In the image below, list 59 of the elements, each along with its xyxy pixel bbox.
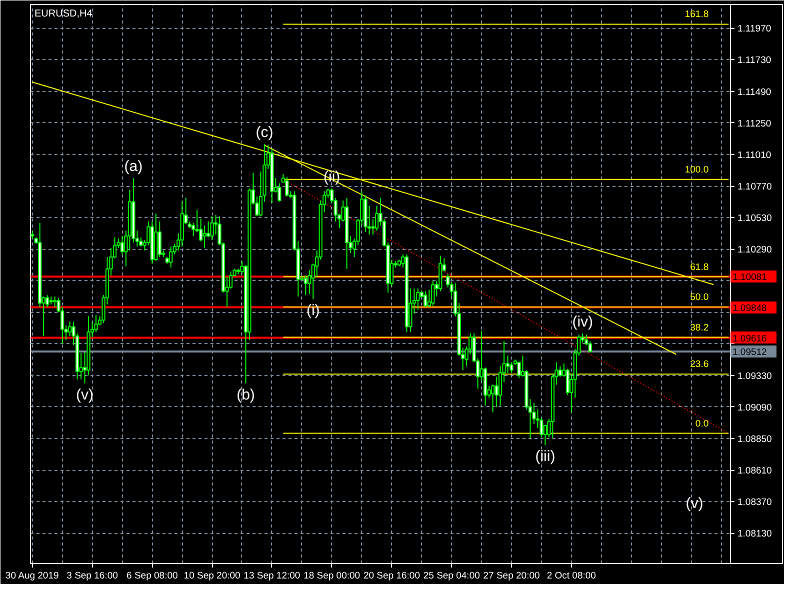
- y-tick-label: 1.08850: [738, 434, 772, 446]
- x-tick-label: 30 Aug 2019: [5, 570, 59, 582]
- candlestick: [202, 224, 206, 248]
- y-tick-label: 1.08610: [738, 466, 772, 477]
- candlestick: [169, 246, 173, 268]
- x-tick-label: 3 Sep 16:00: [66, 570, 118, 582]
- text: (iii): [535, 448, 556, 466]
- x-tick-label: 10 Sep 20:00: [184, 570, 240, 582]
- text: (b): [236, 386, 255, 404]
- text: (v): [76, 386, 94, 404]
- y-tick-label: 1.10530: [738, 213, 772, 224]
- x-tick-label: 20 Sep 16:00: [363, 570, 420, 582]
- candlestick: [285, 176, 289, 198]
- y-tick-label: 1.08130: [738, 528, 772, 540]
- series-label: 50.0: [690, 292, 709, 304]
- ref-line-label: 1.09512: [732, 346, 767, 358]
- candlestick: [158, 221, 162, 258]
- y-tick-label: 1.11490: [738, 86, 772, 98]
- ref-line-label: 1.09848: [732, 302, 767, 314]
- candlestick: [431, 280, 435, 306]
- candlestick: [206, 221, 210, 238]
- y-tick-label: 1.08370: [738, 497, 772, 508]
- text: (iv): [572, 313, 594, 330]
- x-tick-label: 27 Sep 20:00: [483, 570, 540, 582]
- y-tick-label: 1.10770: [738, 182, 772, 193]
- y-tick-label: 1.11730: [738, 55, 772, 66]
- candlestick: [53, 296, 57, 308]
- candlestick: [210, 216, 214, 240]
- candlestick: [416, 288, 420, 310]
- ref-line-label: 1.10081: [732, 272, 767, 284]
- x-tick-label: 2 Oct 08:00: [546, 570, 596, 582]
- series-label: 23.6: [690, 359, 709, 370]
- x-tick-label: 6 Sep 08:00: [126, 570, 178, 582]
- y-tick-label: 1.11250: [738, 118, 772, 130]
- text: (c): [256, 124, 274, 141]
- candlestick: [120, 235, 124, 255]
- y-tick-label: 1.11970: [738, 24, 772, 35]
- chart-title: EURUSD,H4: [34, 8, 93, 20]
- text: (a): [124, 158, 143, 176]
- x-tick-label: 25 Sep 04:00: [423, 570, 480, 582]
- series-label: 100.0: [684, 164, 709, 176]
- candlestick: [490, 384, 495, 413]
- candlestick: [304, 274, 308, 296]
- y-tick-label: 1.11010: [738, 150, 772, 161]
- series-label: 61.8: [690, 262, 709, 273]
- candlestick: [68, 320, 72, 336]
- annotation: (v): [686, 495, 704, 512]
- y-tick-label: 1.10290: [738, 244, 772, 256]
- candlestick: [558, 366, 562, 378]
- candlestick: [424, 290, 428, 308]
- x-tick-label: 13 Sep 12:00: [244, 570, 300, 582]
- series-label: 0.0: [695, 418, 709, 430]
- series-label: 161.8: [684, 9, 709, 20]
- candlestick: [506, 355, 510, 374]
- x-tick-label: 18 Sep 00:00: [304, 570, 360, 582]
- ref-line-label: 1.09616: [732, 333, 767, 344]
- series-label: 38.2: [690, 322, 709, 334]
- y-tick-label: 1.09330: [738, 370, 772, 382]
- y-tick-label: 1.09090: [738, 402, 772, 414]
